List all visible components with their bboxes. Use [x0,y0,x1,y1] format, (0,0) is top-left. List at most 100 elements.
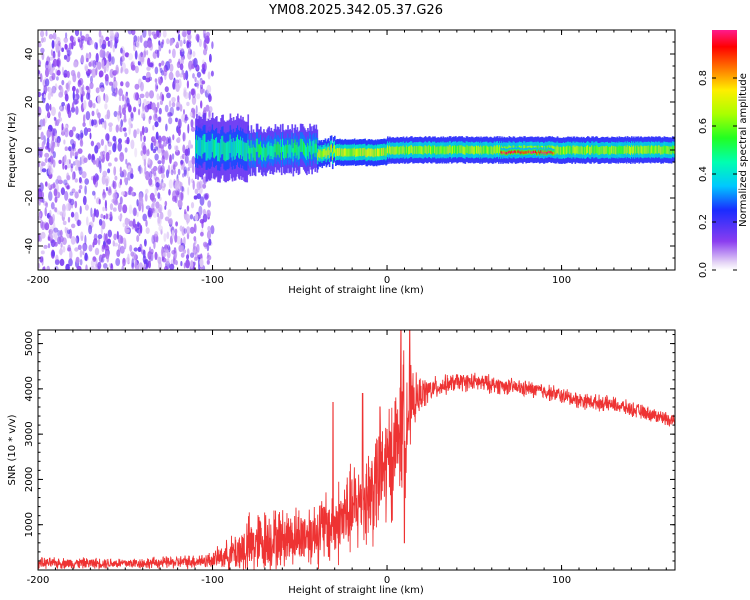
noise-cell [78,189,81,194]
band-cell [343,148,346,157]
noise-cell [181,186,184,192]
noise-cell [168,179,173,189]
band-cell [204,134,207,153]
noise-cell [108,125,113,132]
noise-cell [38,146,41,156]
noise-cell [79,39,83,49]
noise-cell [145,128,148,133]
noise-cell [79,139,84,147]
noise-cell [44,152,50,158]
noise-cell [46,141,49,149]
noise-cell [177,199,183,208]
noise-cell [70,211,75,218]
noise-cell [194,188,199,195]
band-cell [444,146,447,155]
noise-cell [166,231,170,240]
noise-cell [140,51,143,58]
noise-cell [75,237,78,245]
noise-cell [89,132,92,140]
peak-cell [508,150,511,154]
band-cell [484,145,487,154]
peak-cell [534,151,536,154]
noise-cell [199,86,204,95]
band-cell [575,145,578,154]
noise-cell [185,154,189,164]
noise-cell [77,244,82,250]
noise-cell [88,69,93,74]
band-cell [298,145,301,159]
noise-cell [95,52,99,63]
band-cell [458,145,460,154]
band-cell [212,139,215,158]
noise-cell [41,168,47,173]
noise-cell [41,51,45,61]
noise-cell [178,73,184,78]
band-cell [289,143,291,158]
noise-cell [59,258,65,266]
noise-cell [95,209,99,218]
band-cell [207,139,210,159]
band-cell [258,144,261,158]
noise-cell [83,114,86,124]
noise-cell [71,143,76,150]
noise-cell [38,262,41,269]
band-cell [304,143,306,157]
band-cell [306,146,308,161]
noise-cell [45,181,48,187]
noise-cell [191,155,196,165]
band-cell [494,146,497,155]
band-cell [356,148,358,157]
band-cell [320,149,323,157]
band-cell [466,145,469,154]
band-cell [397,146,400,155]
noise-cell [190,260,194,269]
noise-cell [185,259,191,269]
noise-cell [53,227,59,233]
noise-cell [88,244,93,252]
noise-cell [207,71,211,80]
noise-cell [121,265,125,270]
noise-cell [149,115,152,121]
noise-cell [158,225,163,232]
noise-cell [100,87,105,93]
band-cell [354,149,357,157]
band-cell [498,146,500,155]
noise-cell [63,73,68,78]
band-cell [226,141,229,160]
noise-cell [56,175,62,182]
noise-cell [186,101,190,107]
noise-cell [164,86,169,93]
noise-cell [63,139,66,145]
noise-cell [176,30,181,34]
noise-cell [121,169,127,178]
band-cell [593,146,595,155]
band-cell [630,147,632,155]
noise-cell [138,164,142,175]
band-cell [558,146,561,155]
noise-cell [45,102,50,112]
band-cell [206,142,209,161]
noise-cell [103,232,106,242]
noise-cell [188,139,192,150]
peak-cell [539,151,541,155]
band-cell [460,145,462,154]
peak-cell [517,150,519,153]
noise-cell [99,49,104,58]
band-cell [557,146,560,155]
noise-cell [161,135,167,142]
noise-cell [57,118,61,124]
noise-cell [190,119,194,128]
noise-cell [158,107,162,115]
noise-cell [170,38,174,45]
band-cell [294,139,297,153]
band-cell [399,146,402,154]
noise-cell [171,153,175,160]
noise-cell [127,171,132,181]
band-cell [369,148,372,157]
y-tick-label: 4000 [24,376,35,401]
band-cell [572,145,575,154]
noise-cell [152,125,155,131]
band-cell [251,147,254,161]
band-cell [627,146,630,155]
noise-cell [74,247,79,252]
